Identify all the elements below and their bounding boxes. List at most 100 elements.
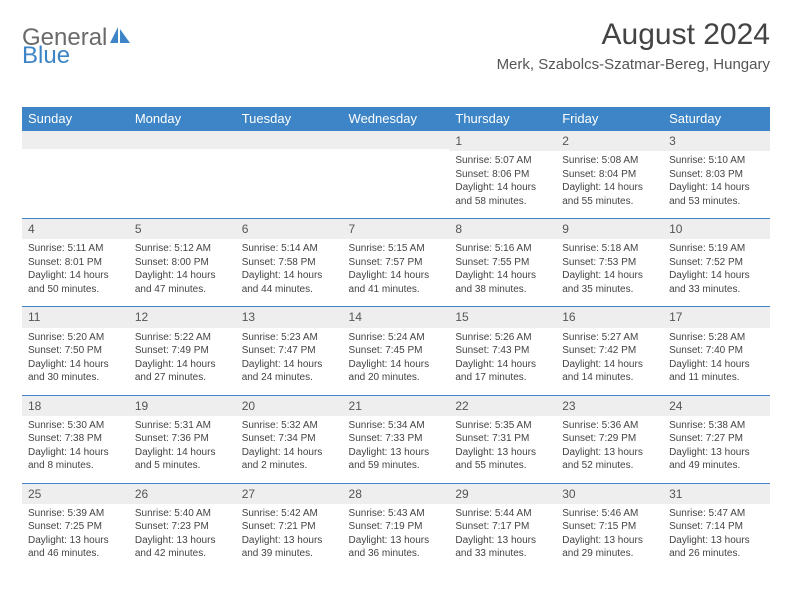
daylight-text: Daylight: 13 hours and 46 minutes. (28, 534, 123, 561)
weekday-header: Tuesday (236, 107, 343, 130)
calendar-cell: 24Sunrise: 5:38 AMSunset: 7:27 PMDayligh… (663, 395, 770, 483)
day-number: 20 (236, 395, 343, 416)
calendar-cell: 31Sunrise: 5:47 AMSunset: 7:14 PMDayligh… (663, 483, 770, 571)
sunrise-text: Sunrise: 5:24 AM (349, 331, 444, 345)
daylight-text: Daylight: 13 hours and 36 minutes. (349, 534, 444, 561)
day-number: 7 (343, 218, 450, 239)
sunset-text: Sunset: 7:19 PM (349, 520, 444, 534)
day-number: 22 (449, 395, 556, 416)
day-number: 21 (343, 395, 450, 416)
day-number: 9 (556, 218, 663, 239)
empty-day (22, 149, 129, 216)
calendar-page: General August 2024 Merk, Szabolcs-Szatm… (0, 0, 792, 612)
day-number: 27 (236, 483, 343, 504)
empty-day (236, 149, 343, 216)
daylight-text: Daylight: 14 hours and 20 minutes. (349, 358, 444, 385)
sail-icon (107, 24, 132, 52)
weekday-header: Friday (556, 107, 663, 130)
daylight-text: Daylight: 14 hours and 50 minutes. (28, 269, 123, 296)
calendar-cell: 9Sunrise: 5:18 AMSunset: 7:53 PMDaylight… (556, 218, 663, 306)
calendar-row: 4Sunrise: 5:11 AMSunset: 8:01 PMDaylight… (22, 218, 770, 306)
location-subtitle: Merk, Szabolcs-Szatmar-Bereg, Hungary (497, 56, 770, 73)
day-number: 10 (663, 218, 770, 239)
weekday-header: Monday (129, 107, 236, 130)
sunrise-text: Sunrise: 5:08 AM (562, 154, 657, 168)
sunrise-text: Sunrise: 5:30 AM (28, 419, 123, 433)
sunset-text: Sunset: 7:42 PM (562, 344, 657, 358)
calendar-cell: 19Sunrise: 5:31 AMSunset: 7:36 PMDayligh… (129, 395, 236, 483)
daylight-text: Daylight: 14 hours and 44 minutes. (242, 269, 337, 296)
calendar-cell: 25Sunrise: 5:39 AMSunset: 7:25 PMDayligh… (22, 483, 129, 571)
daylight-text: Daylight: 13 hours and 55 minutes. (455, 446, 550, 473)
daylight-text: Daylight: 13 hours and 39 minutes. (242, 534, 337, 561)
day-details: Sunrise: 5:07 AMSunset: 8:06 PMDaylight:… (449, 151, 556, 218)
sunset-text: Sunset: 7:15 PM (562, 520, 657, 534)
day-number: 13 (236, 306, 343, 327)
day-details: Sunrise: 5:43 AMSunset: 7:19 PMDaylight:… (343, 504, 450, 571)
day-details: Sunrise: 5:30 AMSunset: 7:38 PMDaylight:… (22, 416, 129, 483)
calendar-cell: 15Sunrise: 5:26 AMSunset: 7:43 PMDayligh… (449, 306, 556, 394)
sunset-text: Sunset: 7:14 PM (669, 520, 764, 534)
daylight-text: Daylight: 14 hours and 38 minutes. (455, 269, 550, 296)
sunrise-text: Sunrise: 5:12 AM (135, 242, 230, 256)
day-details: Sunrise: 5:35 AMSunset: 7:31 PMDaylight:… (449, 416, 556, 483)
calendar-table: SundayMondayTuesdayWednesdayThursdayFrid… (22, 107, 770, 571)
sunset-text: Sunset: 8:01 PM (28, 256, 123, 270)
day-details: Sunrise: 5:16 AMSunset: 7:55 PMDaylight:… (449, 239, 556, 306)
day-details: Sunrise: 5:23 AMSunset: 7:47 PMDaylight:… (236, 328, 343, 395)
day-details: Sunrise: 5:14 AMSunset: 7:58 PMDaylight:… (236, 239, 343, 306)
brand-word2-wrap: Blue (22, 42, 70, 70)
day-number: 24 (663, 395, 770, 416)
sunrise-text: Sunrise: 5:27 AM (562, 331, 657, 345)
daylight-text: Daylight: 13 hours and 29 minutes. (562, 534, 657, 561)
sunset-text: Sunset: 8:04 PM (562, 168, 657, 182)
calendar-cell: 17Sunrise: 5:28 AMSunset: 7:40 PMDayligh… (663, 306, 770, 394)
day-details: Sunrise: 5:47 AMSunset: 7:14 PMDaylight:… (663, 504, 770, 571)
sunrise-text: Sunrise: 5:19 AM (669, 242, 764, 256)
sunset-text: Sunset: 8:00 PM (135, 256, 230, 270)
sunrise-text: Sunrise: 5:36 AM (562, 419, 657, 433)
weekday-header: Saturday (663, 107, 770, 130)
sunset-text: Sunset: 7:49 PM (135, 344, 230, 358)
sunrise-text: Sunrise: 5:28 AM (669, 331, 764, 345)
sunset-text: Sunset: 8:03 PM (669, 168, 764, 182)
sunset-text: Sunset: 7:29 PM (562, 432, 657, 446)
sunset-text: Sunset: 8:06 PM (455, 168, 550, 182)
sunrise-text: Sunrise: 5:38 AM (669, 419, 764, 433)
calendar-cell (343, 130, 450, 218)
calendar-row: 25Sunrise: 5:39 AMSunset: 7:25 PMDayligh… (22, 483, 770, 571)
day-details: Sunrise: 5:18 AMSunset: 7:53 PMDaylight:… (556, 239, 663, 306)
daylight-text: Daylight: 14 hours and 27 minutes. (135, 358, 230, 385)
day-number: 25 (22, 483, 129, 504)
daylight-text: Daylight: 13 hours and 49 minutes. (669, 446, 764, 473)
day-number: 19 (129, 395, 236, 416)
calendar-cell: 21Sunrise: 5:34 AMSunset: 7:33 PMDayligh… (343, 395, 450, 483)
sunset-text: Sunset: 7:36 PM (135, 432, 230, 446)
day-details: Sunrise: 5:12 AMSunset: 8:00 PMDaylight:… (129, 239, 236, 306)
day-details: Sunrise: 5:40 AMSunset: 7:23 PMDaylight:… (129, 504, 236, 571)
daylight-text: Daylight: 14 hours and 47 minutes. (135, 269, 230, 296)
sunset-text: Sunset: 7:53 PM (562, 256, 657, 270)
day-number: 29 (449, 483, 556, 504)
sunrise-text: Sunrise: 5:11 AM (28, 242, 123, 256)
page-title: August 2024 (497, 18, 770, 52)
weekday-header: Sunday (22, 107, 129, 130)
calendar-header-row: SundayMondayTuesdayWednesdayThursdayFrid… (22, 107, 770, 130)
day-details: Sunrise: 5:20 AMSunset: 7:50 PMDaylight:… (22, 328, 129, 395)
calendar-cell (22, 130, 129, 218)
calendar-cell: 2Sunrise: 5:08 AMSunset: 8:04 PMDaylight… (556, 130, 663, 218)
sunset-text: Sunset: 7:52 PM (669, 256, 764, 270)
calendar-cell: 14Sunrise: 5:24 AMSunset: 7:45 PMDayligh… (343, 306, 450, 394)
sunrise-text: Sunrise: 5:31 AM (135, 419, 230, 433)
calendar-cell: 29Sunrise: 5:44 AMSunset: 7:17 PMDayligh… (449, 483, 556, 571)
sunset-text: Sunset: 7:31 PM (455, 432, 550, 446)
sunset-text: Sunset: 7:43 PM (455, 344, 550, 358)
daylight-text: Daylight: 14 hours and 58 minutes. (455, 181, 550, 208)
day-number: 8 (449, 218, 556, 239)
day-details: Sunrise: 5:10 AMSunset: 8:03 PMDaylight:… (663, 151, 770, 218)
empty-day-bar (129, 130, 236, 149)
day-number: 18 (22, 395, 129, 416)
sunrise-text: Sunrise: 5:32 AM (242, 419, 337, 433)
day-number: 30 (556, 483, 663, 504)
daylight-text: Daylight: 13 hours and 52 minutes. (562, 446, 657, 473)
